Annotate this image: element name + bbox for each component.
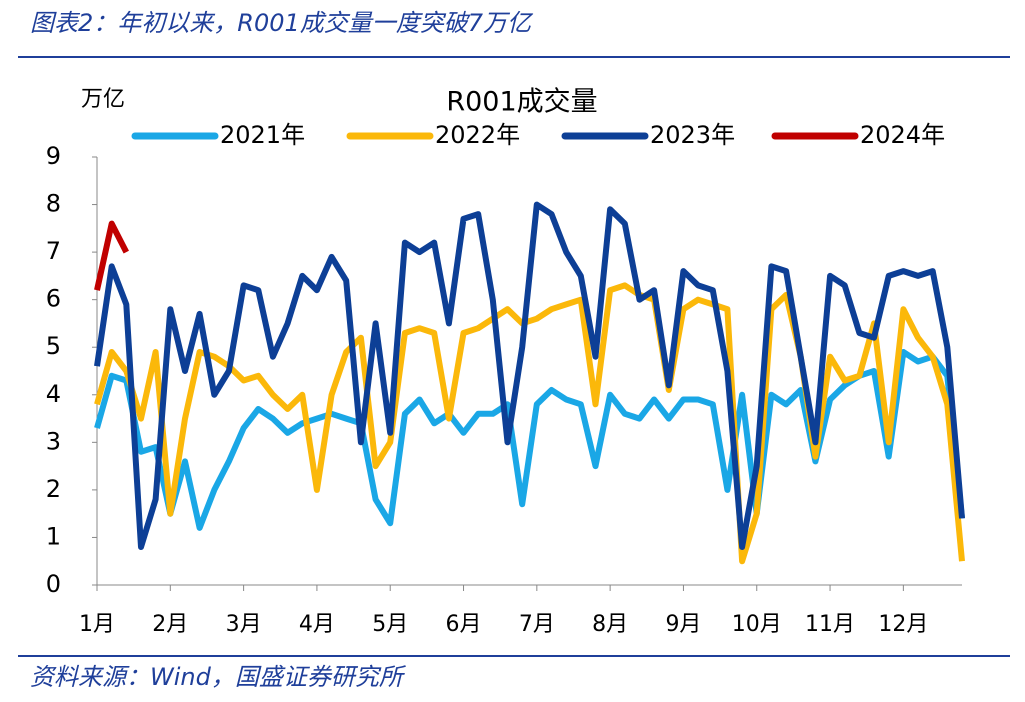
x-tick-label: 10月	[732, 612, 782, 637]
x-tick-label: 12月	[878, 612, 928, 637]
series-line	[94, 220, 129, 291]
y-tick-label: 3	[46, 427, 61, 455]
y-tick-label: 9	[46, 142, 61, 170]
y-tick-label: 0	[46, 570, 61, 598]
y-tick-label: 5	[46, 332, 61, 360]
chart-title: R001成交量	[446, 87, 597, 118]
x-tick-label: 7月	[519, 612, 555, 637]
x-tick-label: 9月	[665, 612, 701, 637]
legend-label: 2023年	[650, 121, 735, 149]
y-tick-label: 2	[46, 475, 61, 503]
series-line	[94, 282, 965, 565]
x-tick-label: 1月	[79, 612, 115, 637]
header-title: 图表2：年初以来，R001成交量一度突破7万亿	[30, 9, 534, 37]
y-tick-label: 8	[46, 190, 61, 218]
x-tick-label: 8月	[592, 612, 628, 637]
footer-source: 资料来源：Wind，国盛证券研究所	[30, 663, 407, 691]
y-tick-label: 7	[46, 237, 61, 265]
legend-label: 2022年	[435, 121, 520, 149]
x-tick-label: 2月	[152, 612, 188, 637]
y-tick-label: 4	[46, 380, 61, 408]
x-tick-label: 5月	[372, 612, 408, 637]
x-tick-label: 4月	[299, 612, 335, 637]
x-tick-label: 11月	[805, 612, 855, 637]
y-tick-label: 1	[46, 522, 61, 550]
y-axis-label: 万亿	[81, 87, 125, 112]
x-tick-label: 3月	[226, 612, 262, 637]
x-tick-label: 6月	[446, 612, 482, 637]
legend-label: 2024年	[860, 121, 945, 149]
y-tick-label: 6	[46, 285, 61, 313]
legend-label: 2021年	[220, 121, 305, 149]
series-line	[94, 201, 965, 550]
